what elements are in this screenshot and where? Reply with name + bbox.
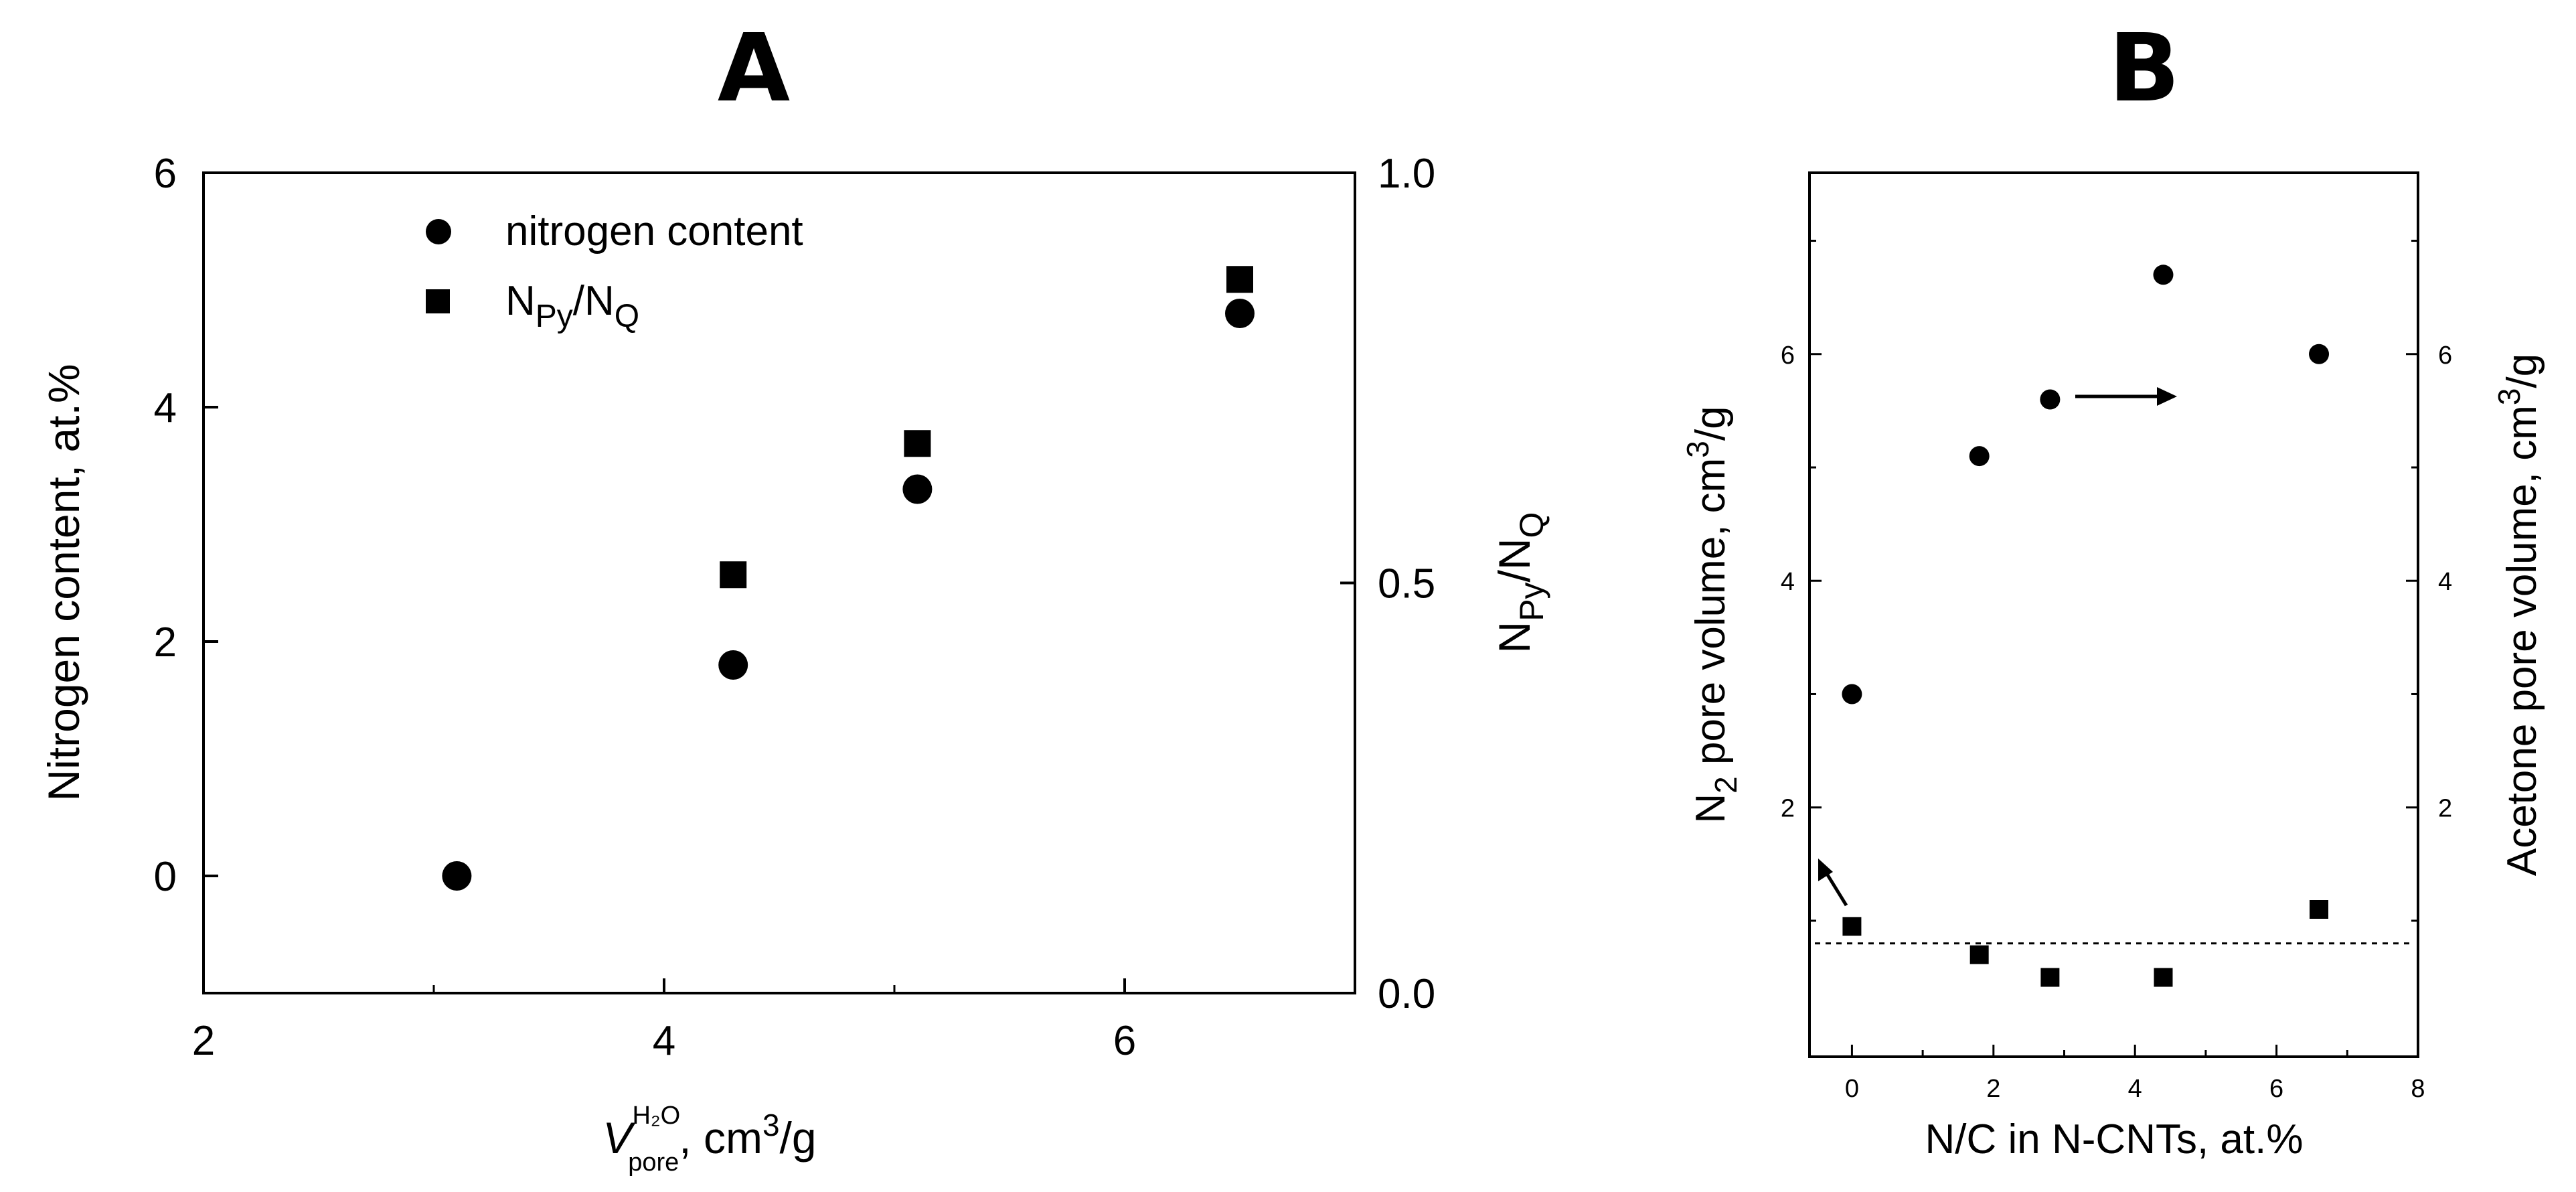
y-label-b-sub: 2: [1708, 776, 1743, 794]
data-point-n2-pore-volume: [2040, 968, 2060, 987]
data-point-acetone-pore-volume: [1842, 684, 1862, 704]
legend-marker-nitrogen: [426, 219, 451, 244]
data-point-acetone-pore-volume: [1969, 446, 1990, 467]
y-tick-label-a: 2: [154, 619, 177, 666]
arrow-left-b: [1818, 859, 1848, 907]
legend-ratio-main: N: [505, 278, 536, 324]
y-label-b-rest: pore volume, cm: [1688, 458, 1734, 777]
x-tick-label-b: 2: [1986, 1075, 2000, 1103]
x-label-a-sub: pore: [628, 1148, 679, 1177]
x-label-a-unit-tail: /g: [780, 1113, 817, 1163]
x-tick-label-b: 6: [2269, 1075, 2283, 1103]
data-point-nitrogen-content: [718, 650, 748, 680]
y-tick-label-a: 6: [154, 151, 177, 197]
data-point-nitrogen-content: [442, 861, 472, 891]
y2-tick-label-a: 0.5: [1378, 561, 1435, 607]
y-tick-label-a: 4: [154, 385, 177, 431]
panel-letter-a: A: [718, 14, 790, 123]
data-point-nitrogen-content: [1225, 299, 1255, 328]
x-label-a-unit: , cm: [679, 1113, 762, 1163]
y2-tick-label-b: 2: [2438, 795, 2452, 823]
data-point-acetone-pore-volume: [2153, 265, 2174, 285]
x-tick-label-a: 6: [1113, 1018, 1136, 1064]
x-tick-label-b: 0: [1845, 1075, 1859, 1103]
data-point-n2-pore-volume: [2154, 968, 2173, 987]
legend-label-ratio: NPy/NQ: [505, 278, 639, 334]
data-point-acetone-pore-volume: [2040, 389, 2061, 410]
x-axis-label-b: N/C in N-CNTs, at.%: [1925, 1116, 2304, 1163]
legend-ratio-slash: /N: [573, 278, 615, 324]
y2-tick-label-b: 6: [2438, 342, 2452, 370]
y2-label-b-sup: 3: [2492, 388, 2526, 406]
data-point-npy-nq: [720, 561, 747, 589]
data-point-n2-pore-volume: [1969, 945, 1989, 964]
y2-axis-label-b: Acetone pore volume, cm3/g: [2492, 354, 2545, 876]
y-tick-label-b: 2: [1781, 795, 1795, 823]
y2-label-b-tail: /g: [2499, 354, 2545, 388]
legend-ratio-sub1: Py: [536, 299, 573, 334]
y2-axis-label-a: NPy/NQ: [1490, 512, 1550, 654]
legend-label-nitrogen: nitrogen content: [505, 208, 803, 254]
y2-tick-label-b: 4: [2438, 568, 2452, 596]
data-point-n2-pore-volume: [1842, 917, 1862, 936]
x-axis-label-a: VH₂O pore, cm3/g: [602, 1102, 816, 1177]
x-tick-label-b: 4: [2128, 1075, 2142, 1103]
y2-tick-label-a: 1.0: [1378, 151, 1435, 197]
y-label-b-sup: 3: [1680, 441, 1715, 458]
y2-label-a-sub2: Q: [1513, 512, 1550, 538]
x-label-a-unit-sup: 3: [762, 1108, 780, 1142]
arrow-right-b: [2075, 387, 2177, 406]
plot-frame-a: [202, 171, 1356, 994]
y-label-b-tail: /g: [1688, 406, 1734, 441]
data-point-npy-nq: [904, 430, 931, 457]
x-label-a-sup: H₂O: [632, 1102, 680, 1130]
x-label-a-main: V: [602, 1113, 636, 1163]
y2-label-a-slash: /N: [1490, 538, 1539, 582]
legend-a: nitrogen content NPy/NQ: [426, 208, 803, 334]
x-tick-label-b: 8: [2411, 1075, 2425, 1103]
chart-b: N/C in N-CNTs, at.% N2 pore volume, cm3/…: [1680, 171, 2545, 1163]
data-point-nitrogen-content: [902, 474, 933, 504]
y-label-b-main: N: [1688, 794, 1734, 824]
x-tick-label-a: 4: [653, 1018, 675, 1064]
y-axis-label-a: Nitrogen content, at.%: [39, 364, 88, 801]
plot-frame-b: [1808, 171, 2419, 1058]
y2-label-a-sub1: Py: [1513, 582, 1550, 621]
data-point-npy-nq: [1226, 266, 1253, 293]
y2-label-a-main: N: [1490, 621, 1539, 654]
y2-label-b-main: Acetone pore volume, cm: [2499, 405, 2545, 876]
legend-marker-ratio: [426, 289, 450, 313]
chart-a: nitrogen content NPy/NQ Nitrogen content…: [39, 171, 1550, 1177]
y-tick-label-b: 6: [1781, 342, 1795, 370]
x-tick-label-a: 2: [192, 1018, 215, 1064]
legend-ratio-sub2: Q: [615, 299, 639, 334]
data-point-n2-pore-volume: [2310, 900, 2329, 919]
y-tick-label-a: 0: [154, 854, 177, 900]
data-point-acetone-pore-volume: [2309, 344, 2330, 364]
y2-tick-label-a: 0.0: [1378, 971, 1435, 1017]
panel-letter-b: B: [2109, 14, 2180, 123]
y-axis-label-b: N2 pore volume, cm3/g: [1680, 406, 1743, 823]
y-tick-label-b: 4: [1781, 568, 1795, 596]
